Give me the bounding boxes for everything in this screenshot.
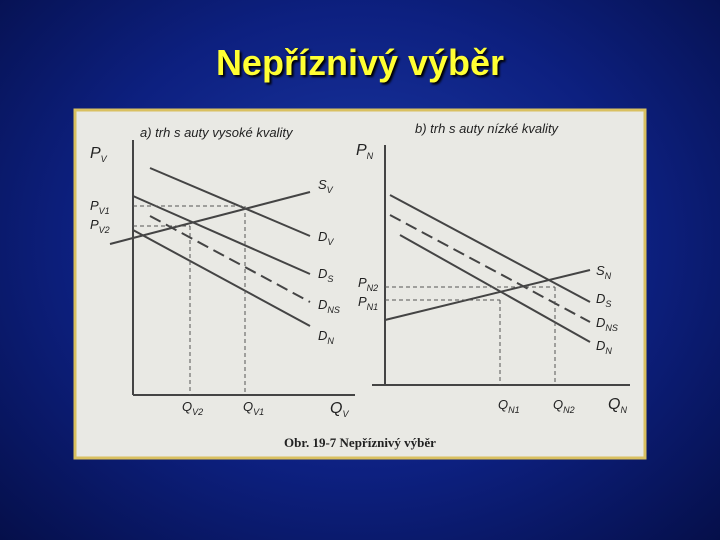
label-subscript: N — [605, 346, 612, 356]
caption: Obr. 19-7 Nepříznivý výběr — [284, 435, 436, 450]
axis-label: DS — [318, 266, 333, 284]
label-base: D — [318, 229, 327, 244]
axis-label: QN — [608, 396, 627, 415]
label-base: D — [318, 328, 327, 343]
label-subscript: V — [101, 154, 108, 164]
label-subscript: N — [620, 405, 627, 415]
axis-label: QV — [330, 400, 349, 419]
guide-lines — [133, 205, 556, 395]
axis-label: DV — [318, 229, 334, 247]
label-subscript: V2 — [192, 407, 203, 417]
label-base: P — [90, 198, 99, 213]
label-base: Q — [243, 399, 253, 414]
label-base: D — [596, 315, 605, 330]
label-subscript: S — [605, 299, 611, 309]
panel-heading: b) trh s auty nízké kvality — [415, 121, 560, 136]
axis-label: QV1 — [243, 399, 264, 417]
label-subscript: V — [327, 237, 334, 247]
axis-label: SV — [318, 177, 334, 195]
axis-label: PN2 — [358, 275, 378, 293]
label-base: Q — [608, 396, 620, 413]
axis-label: SN — [596, 263, 612, 281]
label-subscript: N2 — [563, 405, 575, 415]
label-subscript: N — [605, 271, 612, 281]
axis-label: PV1 — [90, 198, 110, 216]
label-subscript: V1 — [253, 407, 264, 417]
label-subscript: N1 — [367, 302, 379, 312]
label-base: P — [356, 142, 367, 159]
axis-label: DS — [596, 291, 611, 309]
label-subscript: N1 — [508, 405, 520, 415]
label-subscript: V1 — [99, 206, 110, 216]
label-base: P — [90, 217, 99, 232]
axis-label: QN2 — [553, 397, 575, 415]
label-subscript: NS — [327, 305, 340, 315]
axis-label: QN1 — [498, 397, 520, 415]
axis-label: DNS — [318, 297, 340, 315]
label-subscript: V — [327, 185, 334, 195]
axis-label: PV — [90, 145, 108, 164]
axis-label: DNS — [596, 315, 618, 333]
label-base: Q — [330, 400, 342, 417]
label-base: P — [358, 294, 367, 309]
slide-title: Nepříznivý výběr — [215, 42, 505, 83]
axis-label: PN1 — [358, 294, 378, 312]
axis-label: PN — [356, 142, 374, 161]
diagram-lines — [109, 140, 630, 396]
label-subscript: V — [342, 409, 349, 419]
label-subscript: N — [367, 151, 374, 161]
panel-heading: a) trh s auty vysoké kvality — [140, 125, 294, 140]
label-base: D — [318, 266, 327, 281]
axis-label: PV2 — [90, 217, 110, 235]
label-subscript: V2 — [99, 225, 110, 235]
label-subscript: S — [327, 274, 333, 284]
label-base: Q — [498, 397, 508, 412]
figure-frame — [73, 108, 647, 460]
label-base: S — [596, 263, 605, 278]
label-base: Q — [182, 399, 192, 414]
axis-label: DN — [318, 328, 334, 346]
label-subscript: NS — [605, 323, 618, 333]
label-subscript: N2 — [367, 283, 379, 293]
label-base: D — [596, 338, 605, 353]
label-base: Q — [553, 397, 563, 412]
axis-label: QV2 — [182, 399, 203, 417]
label-base: P — [358, 275, 367, 290]
label-base: D — [596, 291, 605, 306]
label-base: S — [318, 177, 327, 192]
axis-label: DN — [596, 338, 612, 356]
label-subscript: N — [327, 336, 334, 346]
label-base: D — [318, 297, 327, 312]
label-base: P — [90, 145, 101, 162]
